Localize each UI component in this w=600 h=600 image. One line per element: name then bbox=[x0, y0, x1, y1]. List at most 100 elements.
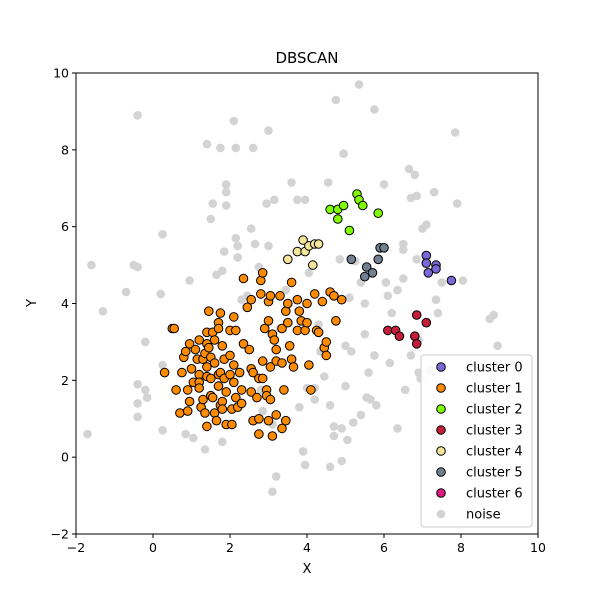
data-point bbox=[229, 377, 239, 388]
data-point bbox=[283, 298, 293, 309]
data-point bbox=[248, 143, 258, 153]
legend-marker bbox=[436, 404, 446, 414]
data-point bbox=[367, 268, 378, 278]
data-point bbox=[271, 472, 281, 481]
data-point bbox=[221, 187, 231, 197]
data-point bbox=[300, 195, 310, 205]
data-point bbox=[321, 350, 332, 361]
data-point bbox=[431, 264, 441, 274]
data-point bbox=[298, 235, 308, 245]
x-tick-label: 6 bbox=[380, 540, 388, 555]
data-point bbox=[218, 266, 227, 276]
legend-marker bbox=[436, 488, 446, 498]
ticks-layer: −2 0 2 4 6 8 10 −2 0 2 4 6 8 10 bbox=[51, 66, 546, 556]
data-point bbox=[360, 329, 370, 339]
data-point bbox=[229, 116, 239, 126]
data-point bbox=[267, 431, 278, 441]
legend-label: cluster 2 bbox=[466, 403, 523, 418]
data-point bbox=[269, 335, 280, 345]
data-point bbox=[231, 325, 241, 336]
data-point bbox=[141, 385, 150, 395]
series-cluster-3 bbox=[383, 310, 432, 349]
data-point bbox=[98, 306, 108, 316]
legend-label: cluster 1 bbox=[466, 382, 523, 397]
data-point bbox=[437, 278, 447, 287]
data-point bbox=[218, 437, 227, 447]
legend-marker bbox=[436, 446, 446, 456]
data-point bbox=[406, 351, 416, 360]
data-point bbox=[236, 398, 247, 409]
data-point bbox=[264, 126, 273, 135]
data-point bbox=[209, 358, 220, 368]
data-point bbox=[233, 241, 242, 251]
data-point bbox=[133, 412, 142, 422]
data-point bbox=[270, 195, 279, 205]
data-point bbox=[383, 291, 393, 301]
data-point bbox=[325, 401, 335, 410]
series-cluster-4 bbox=[283, 235, 324, 270]
data-point bbox=[121, 287, 131, 297]
data-point bbox=[158, 230, 167, 239]
data-point bbox=[217, 341, 228, 351]
data-point bbox=[345, 293, 354, 303]
legend-label: cluster 0 bbox=[466, 361, 523, 376]
data-point bbox=[215, 308, 226, 318]
y-tick-label: −2 bbox=[51, 527, 69, 542]
data-point bbox=[171, 385, 181, 395]
data-point bbox=[358, 200, 368, 211]
data-point bbox=[304, 360, 314, 370]
data-point bbox=[231, 233, 241, 243]
data-point bbox=[257, 268, 268, 278]
data-point bbox=[257, 356, 268, 366]
data-point bbox=[313, 327, 324, 338]
data-point bbox=[231, 143, 241, 153]
data-point bbox=[372, 401, 381, 410]
data-point bbox=[313, 239, 324, 249]
data-point bbox=[387, 308, 397, 318]
data-point bbox=[177, 367, 187, 378]
data-point bbox=[158, 360, 167, 370]
data-point bbox=[246, 387, 256, 397]
data-point bbox=[450, 128, 460, 137]
data-point bbox=[288, 362, 299, 372]
data-point bbox=[263, 415, 274, 426]
data-point bbox=[184, 339, 195, 349]
data-point bbox=[265, 291, 276, 301]
legend-label: noise bbox=[466, 508, 501, 523]
data-point bbox=[265, 394, 276, 405]
data-point bbox=[294, 306, 305, 317]
data-point bbox=[268, 487, 277, 497]
data-point bbox=[142, 393, 152, 402]
data-point bbox=[204, 306, 214, 317]
data-point bbox=[277, 358, 287, 368]
data-point bbox=[181, 429, 190, 439]
data-point bbox=[343, 435, 352, 445]
data-point bbox=[295, 402, 304, 412]
data-point bbox=[360, 271, 370, 282]
data-point bbox=[298, 447, 308, 456]
y-tick-label: 0 bbox=[61, 450, 69, 465]
data-point bbox=[284, 341, 295, 351]
data-point bbox=[286, 277, 297, 288]
data-point bbox=[341, 341, 350, 351]
data-point bbox=[229, 360, 239, 370]
data-point bbox=[159, 367, 170, 378]
legend: cluster 0 cluster 1 cluster 2 cluster 3 clus… bbox=[420, 354, 533, 528]
data-point bbox=[411, 310, 422, 320]
data-point bbox=[373, 254, 384, 265]
data-point bbox=[310, 395, 320, 404]
data-point bbox=[458, 276, 468, 285]
data-point bbox=[234, 367, 245, 378]
data-point bbox=[252, 392, 262, 403]
data-point bbox=[217, 404, 228, 414]
data-point bbox=[190, 344, 201, 355]
data-point bbox=[221, 201, 231, 210]
data-point bbox=[364, 368, 373, 377]
data-point bbox=[189, 433, 198, 443]
data-point bbox=[412, 254, 422, 264]
data-point bbox=[429, 187, 439, 197]
data-point bbox=[283, 254, 293, 265]
data-point bbox=[133, 111, 142, 120]
data-point bbox=[379, 243, 389, 253]
